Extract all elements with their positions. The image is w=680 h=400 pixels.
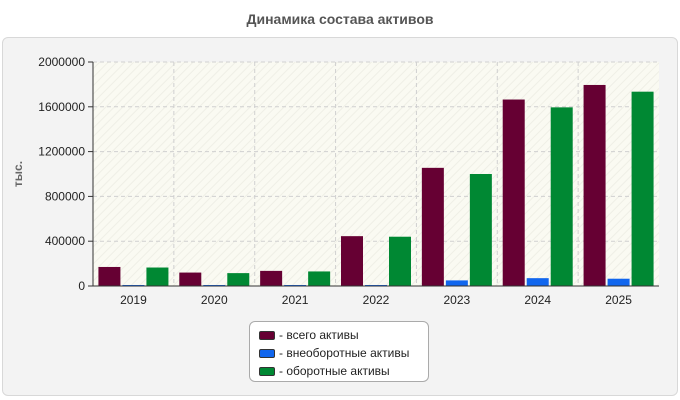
y-tick-label: 400000 [45, 234, 85, 248]
bar-total [179, 272, 202, 286]
legend-swatch-noncurrent [259, 348, 275, 358]
y-tick-label: 800000 [45, 189, 85, 203]
bar-current [146, 267, 169, 286]
y-tick-label: 1600000 [38, 100, 85, 114]
legend-item-current: - оборотные активы [259, 362, 428, 380]
bar-current [550, 107, 573, 286]
x-tick-label: 2021 [282, 293, 309, 307]
legend-swatch-total [259, 330, 275, 340]
x-tick-label: 2019 [120, 293, 147, 307]
legend-item-total: - всего активы [259, 326, 428, 344]
bar-total [583, 84, 606, 287]
x-tick-label: 2025 [605, 293, 632, 307]
x-tick-label: 2022 [363, 293, 390, 307]
bar-total [341, 236, 363, 286]
y-tick-label: 1200000 [38, 145, 85, 159]
bar-total [502, 99, 525, 287]
legend-label-total: - всего активы [279, 328, 359, 342]
legend-swatch-current [259, 366, 275, 376]
bar-noncurrent [526, 278, 549, 286]
bar-current [469, 174, 492, 286]
chart-legend: - всего активы - внеоборотные активы - о… [249, 321, 429, 382]
bar-current [389, 236, 411, 286]
y-tick-label: 0 [78, 279, 85, 293]
legend-label-current: - оборотные активы [279, 364, 390, 378]
bar-current [631, 91, 654, 287]
plot-area [93, 62, 659, 286]
x-tick-label: 2023 [444, 293, 471, 307]
bar-noncurrent [607, 278, 630, 286]
chart-title: Динамика состава активов [246, 11, 434, 27]
y-axis-label: тыс. [11, 161, 25, 187]
bar-total [260, 270, 283, 286]
bar-noncurrent [445, 280, 468, 286]
bar-current [308, 271, 331, 286]
x-tick-label: 2024 [524, 293, 551, 307]
x-tick-label: 2020 [201, 293, 228, 307]
bar-current [227, 273, 250, 286]
legend-item-noncurrent: - внеоборотные активы [259, 344, 428, 362]
bar-total [98, 266, 121, 286]
y-tick-label: 2000000 [38, 55, 85, 69]
bar-total [421, 167, 444, 286]
legend-label-noncurrent: - внеоборотные активы [279, 346, 410, 360]
